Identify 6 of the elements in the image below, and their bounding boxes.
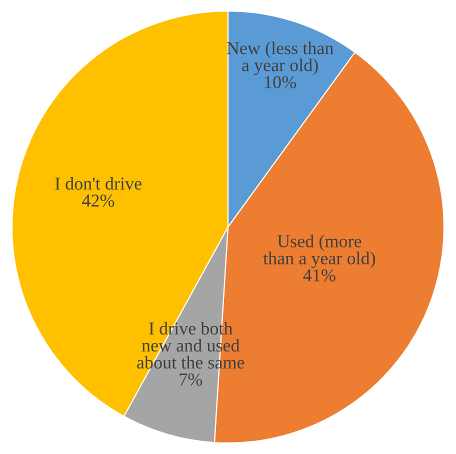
data-label: 10% bbox=[265, 76, 296, 88]
slice-label: I don't drive bbox=[55, 177, 142, 190]
data-label: 41% bbox=[303, 269, 336, 282]
data-label: 7% bbox=[180, 373, 202, 386]
slice-label: Used (more than a year old) bbox=[263, 234, 376, 268]
data-label: 42% bbox=[82, 194, 114, 207]
